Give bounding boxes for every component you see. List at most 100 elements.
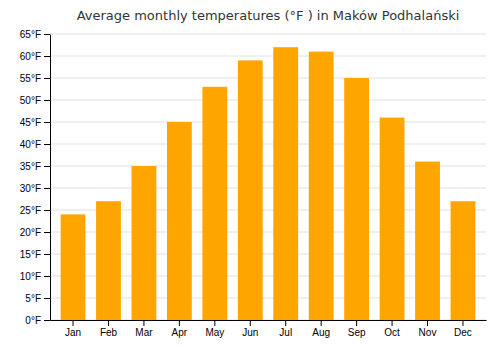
bar: [309, 52, 334, 320]
x-tick-label: Oct: [384, 327, 400, 338]
x-tick-mark: [143, 320, 144, 326]
y-tick: 45°F: [20, 117, 50, 128]
x-tick-label: Feb: [100, 327, 118, 338]
y-tick-label: 30°F: [20, 183, 41, 194]
y-tick-mark: [44, 254, 50, 255]
y-tick-mark: [44, 188, 50, 189]
x-tick-mark: [179, 320, 180, 326]
bar: [380, 118, 405, 320]
y-tick-mark: [44, 210, 50, 211]
y-tick-label: 5°F: [25, 293, 41, 304]
y-tick-label: 45°F: [20, 117, 41, 128]
grid-line: [50, 144, 486, 145]
y-tick-label: 65°F: [20, 29, 41, 40]
y-tick-label: 55°F: [20, 73, 41, 84]
y-tick-label: 40°F: [20, 139, 41, 150]
bar: [61, 214, 86, 320]
plot: 0°F 5°F 10°F 15°F 20°F 25°F 30°F 35°F 40°F 45°F 50…: [20, 29, 487, 338]
x-tick-mark: [250, 320, 251, 326]
x-tick-mark: [321, 320, 322, 326]
y-tick-mark: [44, 56, 50, 57]
bar: [202, 87, 227, 320]
x-tick-label: Apr: [172, 327, 188, 338]
grid-line: [50, 78, 486, 79]
x-tick: May: [205, 320, 224, 338]
bar: [96, 201, 121, 320]
x-tick-label: May: [205, 327, 224, 338]
x-tick: Mar: [135, 320, 153, 338]
x-tick-mark: [356, 320, 357, 326]
y-tick-label: 0°F: [25, 315, 41, 326]
bar: [451, 201, 476, 320]
x-tick: Oct: [384, 320, 400, 338]
bar: [238, 60, 263, 320]
y-tick-mark: [44, 166, 50, 167]
y-tick-label: 50°F: [20, 95, 41, 106]
grid-line: [50, 56, 486, 57]
x-tick-mark: [285, 320, 286, 326]
bar: [132, 166, 157, 320]
y-tick: 15°F: [20, 249, 50, 260]
y-tick-mark: [44, 34, 50, 35]
grid-line: [50, 100, 486, 101]
x-tick-label: Nov: [419, 327, 437, 338]
bar: [344, 78, 369, 320]
x-tick: Jan: [65, 320, 81, 338]
y-axis-line: [50, 35, 51, 321]
x-tick-mark: [108, 320, 109, 326]
x-tick: Sep: [348, 320, 366, 338]
y-tick-label: 10°F: [20, 271, 41, 282]
x-axis: Jan Feb Mar Apr May Jun Jul Aug Sep Oct Nov Dec: [51, 320, 487, 338]
y-tick-label: 25°F: [20, 205, 41, 216]
y-tick-mark: [44, 298, 50, 299]
y-tick: 35°F: [20, 161, 50, 172]
y-tick: 60°F: [20, 51, 50, 62]
x-tick: Aug: [312, 320, 330, 338]
y-tick: 0°F: [25, 315, 50, 326]
y-tick-label: 15°F: [20, 249, 41, 260]
y-tick-label: 35°F: [20, 161, 41, 172]
bar: [167, 122, 192, 320]
y-tick: 30°F: [20, 183, 50, 194]
y-tick: 5°F: [25, 293, 50, 304]
x-tick-label: Mar: [135, 327, 153, 338]
y-tick-label: 20°F: [20, 227, 41, 238]
y-tick: 55°F: [20, 73, 50, 84]
y-tick: 25°F: [20, 205, 50, 216]
x-tick-label: Aug: [312, 327, 330, 338]
y-tick: 50°F: [20, 95, 50, 106]
x-tick-mark: [73, 320, 74, 326]
x-axis-line: [51, 320, 487, 321]
y-tick: 20°F: [20, 227, 50, 238]
y-tick: 40°F: [20, 139, 50, 150]
x-tick: Dec: [454, 320, 472, 338]
x-tick: Nov: [419, 320, 437, 338]
grid: [50, 34, 486, 320]
x-tick-label: Jun: [242, 327, 258, 338]
x-tick-mark: [392, 320, 393, 326]
bar: [273, 47, 298, 320]
y-tick-label: 60°F: [20, 51, 41, 62]
y-tick-mark: [44, 320, 50, 321]
y-tick-mark: [44, 78, 50, 79]
bar: [415, 162, 440, 320]
y-tick-mark: [44, 232, 50, 233]
x-tick-label: Jan: [65, 327, 81, 338]
x-tick-mark: [427, 320, 428, 326]
grid-line: [50, 122, 486, 123]
x-tick-label: Jul: [279, 327, 292, 338]
x-tick: Feb: [100, 320, 118, 338]
y-tick: 65°F: [20, 29, 50, 40]
x-tick-mark: [462, 320, 463, 326]
x-tick: Jun: [242, 320, 258, 338]
x-tick-label: Sep: [348, 327, 366, 338]
x-tick: Jul: [279, 320, 292, 338]
grid-line: [50, 34, 486, 35]
title: Average monthly temperatures (°F ) in Ma…: [77, 8, 460, 23]
y-tick-mark: [44, 100, 50, 101]
x-tick: Apr: [172, 320, 188, 338]
x-tick-mark: [214, 320, 215, 326]
y-tick: 10°F: [20, 271, 50, 282]
bars: [61, 47, 476, 320]
x-tick-label: Dec: [454, 327, 472, 338]
